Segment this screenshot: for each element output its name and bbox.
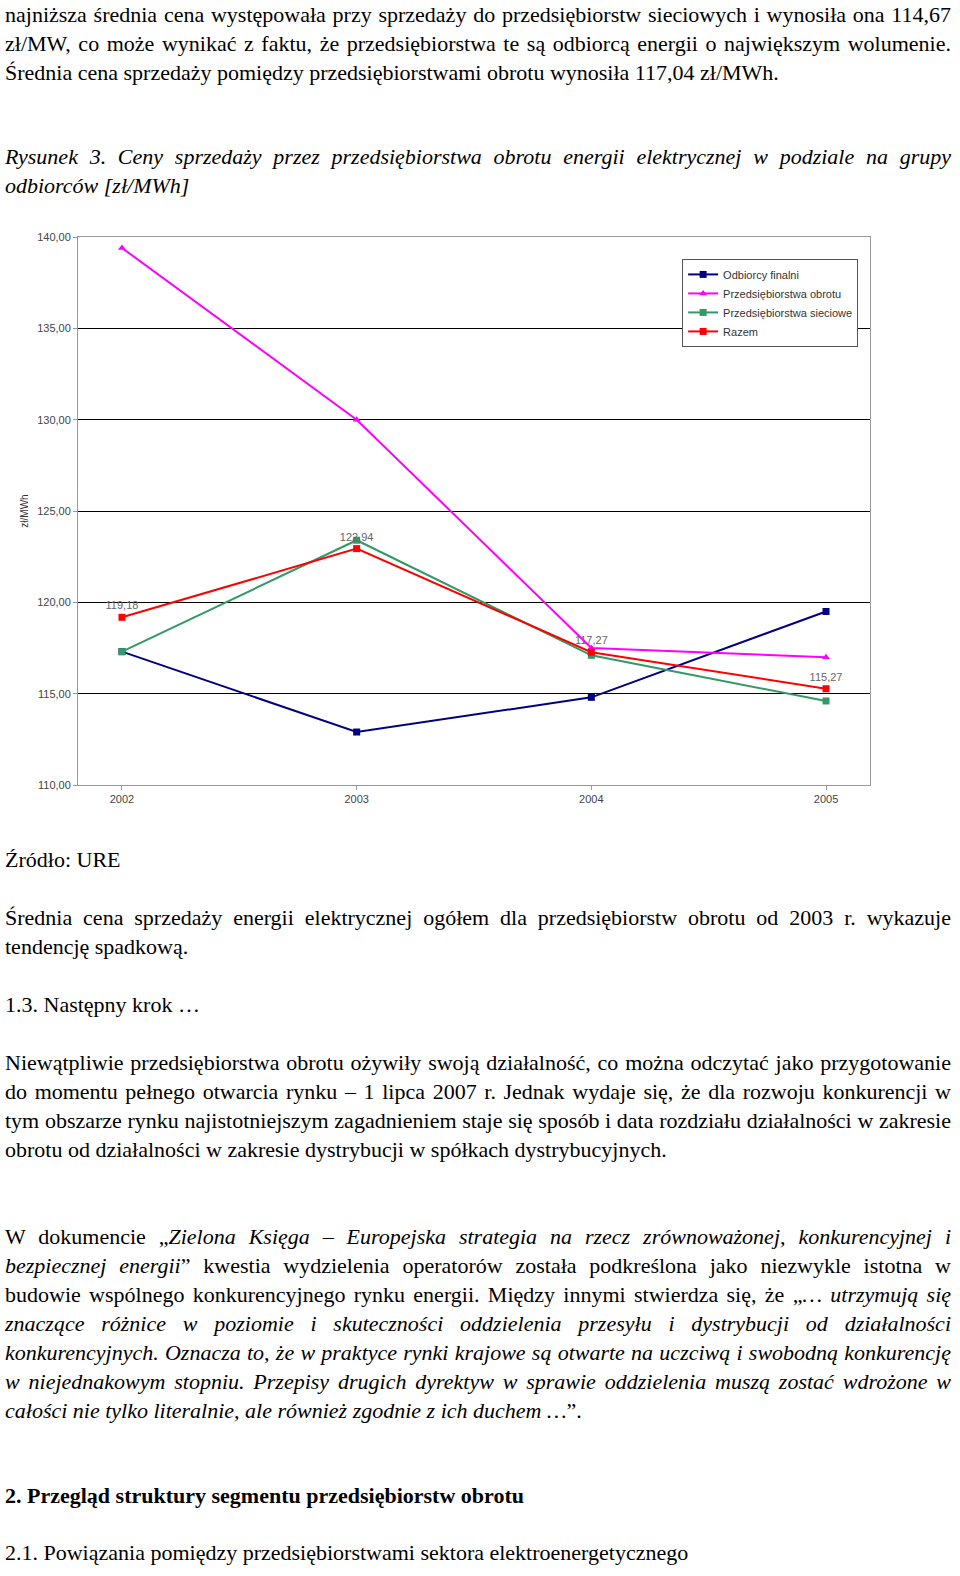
html-text:najniższa średnia cena występo: najniższa średnia cena występowała przy …: [5, 2, 951, 85]
svg-text:2002: 2002: [110, 793, 134, 805]
svg-text:110,00: 110,00: [38, 779, 71, 791]
svg-text:125,00: 125,00: [37, 505, 71, 517]
svg-text:2004: 2004: [579, 793, 603, 805]
svg-text:117,27: 117,27: [575, 634, 608, 646]
svg-text:122,94: 122,94: [340, 531, 374, 543]
svg-text:Odbiorcy finalni: Odbiorcy finalni: [723, 269, 799, 281]
svg-text:119,18: 119,18: [106, 599, 139, 611]
html-text:2.1. Powiązania pomiędzy przed: 2.1. Powiązania pomiędzy przedsiębiorstw…: [5, 1540, 689, 1565]
svg-text:2005: 2005: [814, 793, 838, 805]
svg-text:130,00: 130,00: [37, 414, 71, 426]
svg-text:Razem: Razem: [723, 326, 758, 338]
svg-text:Przedsiębiorstwa obrotu: Przedsiębiorstwa obrotu: [723, 288, 841, 300]
html-text:W dokumencie „ Zielona Księga: W dokumencie „ Zielona Księga – Europejs…: [5, 1224, 951, 1423]
svg-text:115,00: 115,00: [38, 688, 71, 700]
svg-text:zł/MWh: zł/MWh: [19, 494, 30, 527]
html-text:Rysunek 3. Ceny sprzedaży prze: Rysunek 3. Ceny sprzedaży przez przedsię…: [5, 144, 951, 198]
html-text:Niewątpliwie przedsiębiorstwa: Niewątpliwie przedsiębiorstwa obrotu oży…: [5, 1050, 951, 1162]
html-text:Średnia cena sprzedaży energii: Średnia cena sprzedaży energii elektrycz…: [5, 905, 951, 959]
svg-text:Przedsiębiorstwa sieciowe: Przedsiębiorstwa sieciowe: [723, 307, 852, 319]
svg-text:120,00: 120,00: [37, 596, 71, 608]
html-text:2. Przegląd struktury segmentu: 2. Przegląd struktury segmentu przedsięb…: [5, 1483, 524, 1508]
svg-text:140,00: 140,00: [37, 231, 71, 243]
svg-text:2003: 2003: [344, 793, 368, 805]
html-text:Źródło: URE: Źródło: URE: [5, 847, 121, 872]
svg-text:115,27: 115,27: [810, 671, 843, 683]
svg-text:135,00: 135,00: [37, 322, 71, 334]
html-text:1.3. Następny krok …: 1.3. Następny krok …: [5, 992, 200, 1017]
